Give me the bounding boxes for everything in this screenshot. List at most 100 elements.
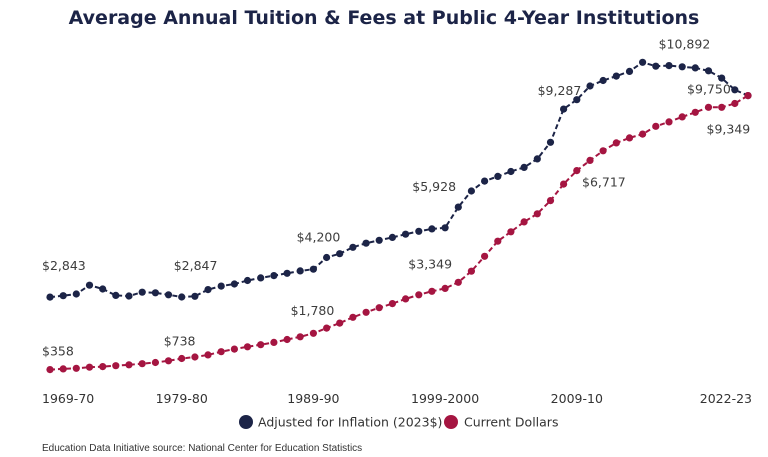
point-current-39 xyxy=(560,180,568,188)
point-current-37 xyxy=(533,210,541,218)
point-adjusted-14 xyxy=(230,280,238,288)
point-adjusted-25 xyxy=(375,236,383,244)
point-adjusted-16 xyxy=(257,274,265,282)
x-tick-label-2: 1989-90 xyxy=(287,391,339,406)
point-current-41 xyxy=(586,156,594,164)
point-adjusted-46 xyxy=(652,62,660,70)
point-adjusted-50 xyxy=(704,67,713,75)
point-current-32 xyxy=(467,267,475,275)
x-tick-label-1: 1979-80 xyxy=(156,391,208,406)
data-label-current-10: $738 xyxy=(164,334,196,349)
point-current-29 xyxy=(428,287,436,295)
data-label-current-0: $358 xyxy=(42,344,74,359)
point-adjusted-23 xyxy=(349,243,357,251)
x-tick-label-5: 2022-23 xyxy=(700,391,752,406)
point-current-16 xyxy=(257,341,265,349)
point-current-0 xyxy=(46,366,54,374)
point-adjusted-31 xyxy=(454,203,462,211)
point-adjusted-29 xyxy=(428,225,436,233)
point-adjusted-28 xyxy=(415,227,423,235)
point-current-21 xyxy=(323,324,331,332)
point-adjusted-6 xyxy=(125,292,133,300)
point-current-28 xyxy=(415,291,423,299)
point-current-18 xyxy=(283,335,291,344)
point-current-7 xyxy=(138,360,146,368)
point-adjusted-21 xyxy=(323,253,331,262)
point-adjusted-12 xyxy=(204,286,212,294)
point-current-42 xyxy=(599,147,607,155)
point-current-45 xyxy=(639,130,647,138)
point-current-35 xyxy=(507,228,515,236)
point-adjusted-13 xyxy=(217,282,225,290)
point-adjusted-34 xyxy=(494,172,502,180)
point-adjusted-3 xyxy=(85,281,94,289)
point-current-25 xyxy=(375,304,383,312)
data-label-adjusted-10: $2,847 xyxy=(174,258,218,273)
point-current-23 xyxy=(349,313,357,321)
point-adjusted-17 xyxy=(270,272,278,280)
point-current-11 xyxy=(191,353,199,361)
point-adjusted-20 xyxy=(309,265,317,273)
point-adjusted-38 xyxy=(546,138,555,146)
point-adjusted-39 xyxy=(560,105,568,113)
point-current-14 xyxy=(230,345,238,353)
data-label-adjusted-39: $9,287 xyxy=(538,83,582,98)
point-current-1 xyxy=(59,365,67,373)
point-current-17 xyxy=(270,338,278,346)
point-adjusted-48 xyxy=(678,63,686,71)
point-adjusted-47 xyxy=(665,62,673,70)
point-current-5 xyxy=(112,362,120,370)
point-adjusted-27 xyxy=(402,230,410,238)
point-current-2 xyxy=(72,364,80,372)
point-current-22 xyxy=(336,319,344,327)
point-current-40 xyxy=(573,167,581,175)
point-current-27 xyxy=(402,295,410,303)
point-adjusted-42 xyxy=(599,76,607,85)
data-label-current-41: $6,717 xyxy=(582,174,626,189)
point-adjusted-35 xyxy=(507,167,515,176)
data-label-adjusted-21: $4,200 xyxy=(297,230,341,245)
point-current-10 xyxy=(178,354,186,363)
point-adjusted-10 xyxy=(178,293,186,301)
data-label-current-52: $9,750 xyxy=(687,82,731,97)
point-current-4 xyxy=(99,363,107,371)
point-current-8 xyxy=(151,358,159,367)
point-adjusted-45 xyxy=(639,58,647,66)
legend-marker-adjusted xyxy=(239,415,253,429)
point-adjusted-19 xyxy=(296,267,304,275)
point-current-24 xyxy=(362,308,370,316)
point-adjusted-43 xyxy=(612,72,620,80)
point-current-6 xyxy=(125,361,133,369)
point-current-51 xyxy=(718,103,726,111)
point-adjusted-33 xyxy=(481,177,489,185)
chart-title: Average Annual Tuition & Fees at Public … xyxy=(69,7,700,29)
x-axis-ticks: 1969-70 1979-80 1989-90 1999-2000 2009-10 202… xyxy=(42,391,752,406)
point-current-19 xyxy=(296,333,304,341)
point-adjusted-22 xyxy=(336,250,344,258)
point-current-50 xyxy=(704,103,713,111)
point-current-46 xyxy=(652,122,660,130)
point-adjusted-44 xyxy=(625,67,634,75)
point-current-38 xyxy=(546,197,555,205)
point-current-36 xyxy=(520,218,528,226)
series-line-adjusted xyxy=(49,61,749,299)
legend-label-current: Current Dollars xyxy=(464,415,558,430)
point-adjusted-18 xyxy=(283,269,291,277)
point-adjusted-2 xyxy=(72,290,80,298)
point-adjusted-52 xyxy=(731,86,739,94)
data-label-layer: $2,843 $2,847 $4,200 $5,928 $9,287 $10,892 $35… xyxy=(42,36,750,358)
legend: Adjusted for Inflation (2023$) Current D… xyxy=(239,415,558,430)
data-label-current-21: $1,780 xyxy=(291,303,335,318)
point-current-47 xyxy=(665,118,673,126)
x-tick-label-3: 1999-2000 xyxy=(411,391,479,406)
point-current-53 xyxy=(744,92,752,100)
point-adjusted-40 xyxy=(573,96,581,104)
x-tick-label-0: 1969-70 xyxy=(42,391,94,406)
point-adjusted-37 xyxy=(533,155,541,163)
point-adjusted-49 xyxy=(691,64,699,72)
point-current-26 xyxy=(388,300,396,308)
data-label-current-31: $3,349 xyxy=(408,256,452,271)
point-current-20 xyxy=(309,329,317,337)
point-current-31 xyxy=(454,278,462,286)
